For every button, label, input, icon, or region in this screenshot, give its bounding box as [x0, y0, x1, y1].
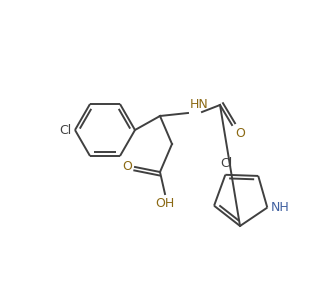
Text: OH: OH [156, 197, 174, 210]
Text: Cl: Cl [59, 124, 71, 137]
Text: HN: HN [190, 98, 209, 111]
Text: NH: NH [270, 201, 289, 214]
Text: O: O [122, 159, 132, 173]
Text: O: O [235, 127, 245, 140]
Text: Cl: Cl [220, 157, 232, 170]
